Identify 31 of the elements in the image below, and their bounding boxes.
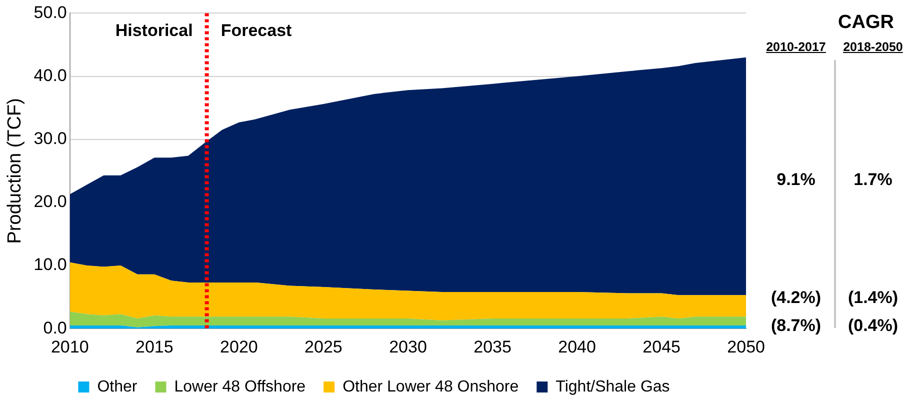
text: CAGR [838, 12, 894, 34]
annotation: Historical [115, 20, 193, 40]
y-tick-label: 40.0 [34, 66, 67, 85]
x-tick-label: 2020 [220, 337, 258, 356]
text: 9.1% [776, 170, 816, 190]
x-tick-label: 2025 [304, 337, 342, 356]
y-tick-label: 30.0 [34, 129, 67, 148]
legend-label: Other [97, 378, 138, 396]
legend-label: Tight/Shale Gas [556, 378, 670, 396]
x-tick-label: 2030 [389, 337, 427, 356]
text: 2018-2050 [843, 40, 903, 54]
text: 2010-2017 [766, 40, 826, 54]
y-tick-label: 0.0 [43, 318, 67, 338]
x-tick-label: 2035 [474, 337, 512, 356]
y-tick-label: 50.0 [34, 2, 67, 22]
y-tick-label: 10.0 [34, 255, 67, 274]
legend-label: Other Lower 48 Onshore [342, 378, 519, 396]
y-tick-label: 20.0 [34, 192, 67, 212]
annotation: Forecast [220, 20, 292, 40]
x-tick-label: 2050 [727, 337, 766, 356]
x-tick-label: 2010 [50, 337, 89, 356]
x-tick-label: 2045 [642, 337, 680, 356]
x-tick-label: 2040 [558, 337, 596, 356]
text: (4.2%) [770, 288, 822, 308]
x-tick-label: 2015 [136, 337, 174, 356]
text: (0.4%) [848, 316, 898, 336]
legend-label: Lower 48 Offshore [174, 378, 306, 396]
y-axis-title: Production (TCF) [4, 98, 26, 244]
text: 1.7% [854, 170, 892, 190]
text: (1.4%) [848, 288, 898, 308]
text: (8.7%) [770, 316, 822, 336]
